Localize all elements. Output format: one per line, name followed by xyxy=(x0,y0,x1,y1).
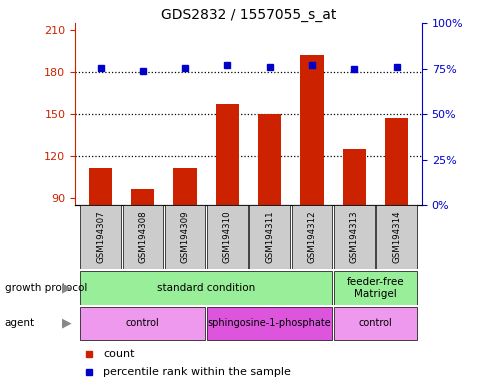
Text: ▶: ▶ xyxy=(62,281,72,295)
Bar xyxy=(215,104,239,205)
Bar xyxy=(173,167,197,205)
Bar xyxy=(80,205,121,269)
Text: GSM194313: GSM194313 xyxy=(349,211,358,263)
Bar xyxy=(80,271,332,305)
Text: GSM194312: GSM194312 xyxy=(307,211,316,263)
Bar xyxy=(122,205,163,269)
Bar xyxy=(89,167,112,205)
Text: feeder-free
Matrigel: feeder-free Matrigel xyxy=(346,277,403,299)
Bar xyxy=(333,205,374,269)
Bar xyxy=(207,205,247,269)
Bar xyxy=(165,205,205,269)
Text: ▶: ▶ xyxy=(62,317,72,330)
Text: control: control xyxy=(126,318,159,328)
Text: GSM194314: GSM194314 xyxy=(391,211,400,263)
Text: GSM194310: GSM194310 xyxy=(223,211,231,263)
Text: GSM194308: GSM194308 xyxy=(138,211,147,263)
Text: growth protocol: growth protocol xyxy=(5,283,87,293)
Text: standard condition: standard condition xyxy=(157,283,255,293)
Text: control: control xyxy=(358,318,392,328)
Bar xyxy=(300,55,323,205)
Bar xyxy=(249,205,289,269)
Text: percentile rank within the sample: percentile rank within the sample xyxy=(103,367,290,377)
Text: GSM194309: GSM194309 xyxy=(180,211,189,263)
Bar xyxy=(131,189,154,205)
Bar xyxy=(384,118,408,205)
Bar xyxy=(342,149,365,205)
Bar xyxy=(333,307,416,340)
Bar xyxy=(80,307,205,340)
Bar xyxy=(376,205,416,269)
Text: count: count xyxy=(103,349,134,359)
Bar xyxy=(333,271,416,305)
Text: sphingosine-1-phosphate: sphingosine-1-phosphate xyxy=(208,318,331,328)
Text: GSM194307: GSM194307 xyxy=(96,211,105,263)
Title: GDS2832 / 1557055_s_at: GDS2832 / 1557055_s_at xyxy=(161,8,335,22)
Text: GSM194311: GSM194311 xyxy=(265,211,273,263)
Text: agent: agent xyxy=(5,318,35,328)
Bar xyxy=(291,205,332,269)
Bar xyxy=(257,114,281,205)
Bar xyxy=(207,307,332,340)
